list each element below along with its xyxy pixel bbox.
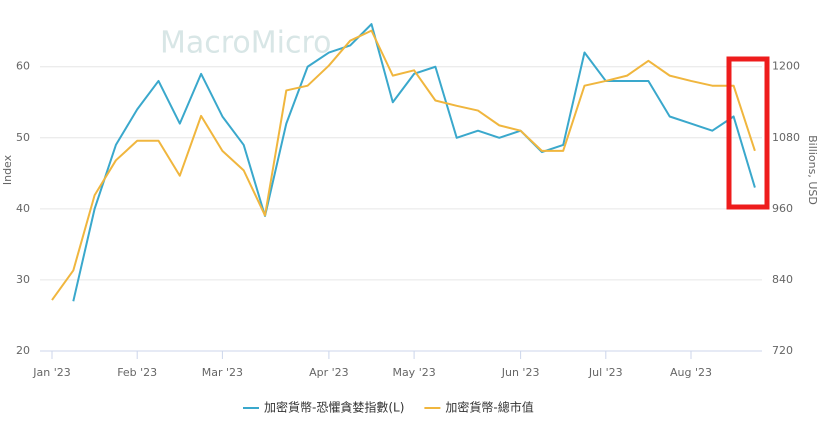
y-tick-label: 60 <box>16 60 30 73</box>
y-tick-label: 20 <box>16 344 30 357</box>
x-tick-label: Feb '23 <box>117 366 157 379</box>
y2-tick-label: 960 <box>772 202 793 215</box>
legend-label: 加密貨幣-總市值 <box>445 400 533 415</box>
highlight-box <box>726 56 770 210</box>
series-line <box>72 23 756 302</box>
y2-tick-label: 1200 <box>772 60 800 73</box>
y2-axis-title: Billions, USD <box>806 135 819 205</box>
x-tick-label: Jan '23 <box>32 366 70 379</box>
x-tick-label: Jun '23 <box>501 366 540 379</box>
legend-item: 加密貨幣-總市值 <box>424 400 534 415</box>
y2-tick-label: 720 <box>772 344 793 357</box>
x-tick-label: Mar '23 <box>202 366 243 379</box>
legend-item: 加密貨幣-恐懼貪婪指數(L) <box>243 400 404 415</box>
x-tick-label: Jul '23 <box>588 366 623 379</box>
y-tick-label: 50 <box>16 131 30 144</box>
y2-tick-label: 1080 <box>772 131 800 144</box>
y-tick-label: 30 <box>16 273 30 286</box>
legend-label: 加密貨幣-恐懼貪婪指數(L) <box>264 400 404 415</box>
y-tick-label: 40 <box>16 202 30 215</box>
y-axis-title: Index <box>1 154 14 185</box>
x-tick-label: Apr '23 <box>309 366 349 379</box>
watermark: MacroMicro <box>160 26 332 61</box>
x-tick-label: Aug '23 <box>670 366 712 379</box>
y2-tick-label: 840 <box>772 273 793 286</box>
x-tick-label: May '23 <box>392 366 435 379</box>
series-line <box>51 29 756 301</box>
